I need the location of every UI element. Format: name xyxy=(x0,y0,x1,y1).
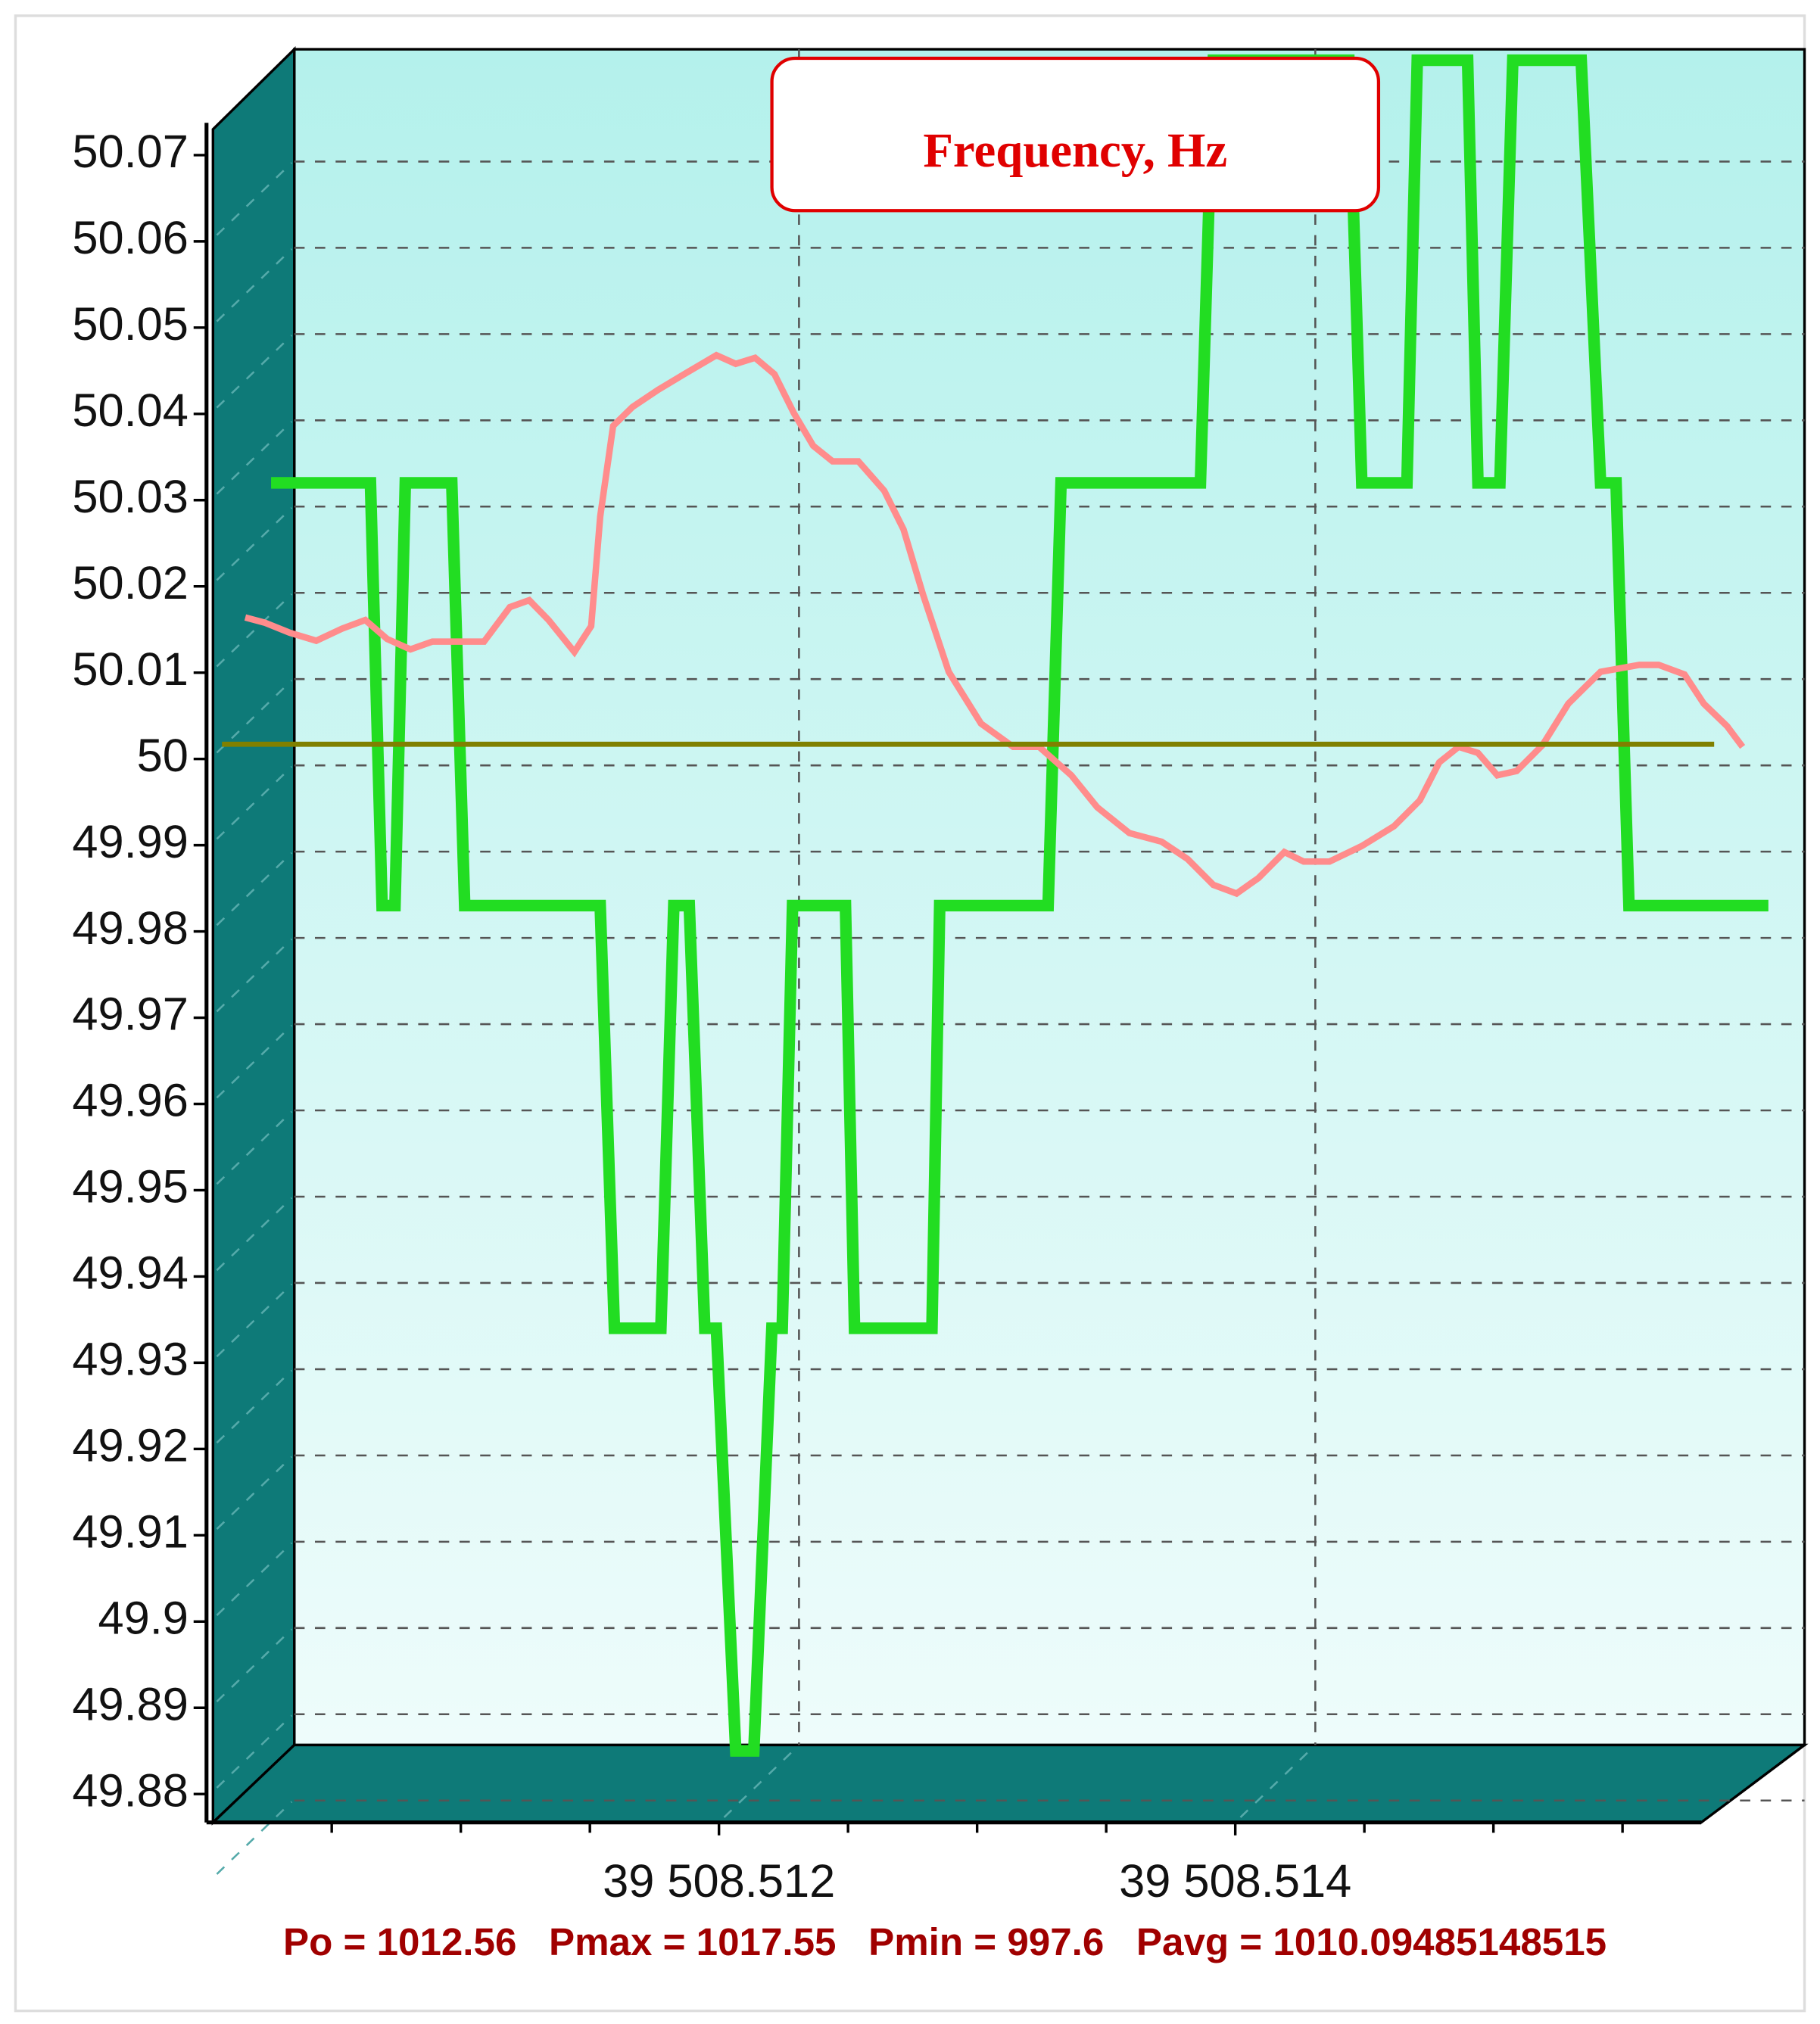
side-wall xyxy=(211,46,296,1826)
series-line xyxy=(244,351,1746,898)
side-grid-line xyxy=(216,162,293,236)
y-tick-label: 50.05 xyxy=(72,298,189,350)
side-grid-line xyxy=(216,1197,293,1272)
y-tick-label: 49.92 xyxy=(72,1420,189,1472)
side-grid-line xyxy=(216,1283,293,1358)
side-grid-line xyxy=(216,938,293,1013)
side-grid-line xyxy=(216,852,293,926)
side-grid-line xyxy=(216,1024,293,1099)
y-tick-label: 49.98 xyxy=(72,902,189,954)
side-grid-line xyxy=(216,1456,293,1530)
title-box xyxy=(770,56,1381,213)
x-tick-label: 39 508.514 xyxy=(1119,1855,1351,1907)
x-tick-label: 39 508.512 xyxy=(603,1855,835,1907)
floor-grid-line xyxy=(723,1746,797,1818)
side-grid-line xyxy=(216,1542,293,1616)
side-grid-line xyxy=(216,679,293,754)
side-grid-line xyxy=(216,1628,293,1702)
floor xyxy=(210,1743,1809,1824)
y-tick-label: 50.04 xyxy=(72,385,189,437)
side-grid-line xyxy=(216,1110,293,1185)
y-tick-label: 49.9 xyxy=(98,1593,188,1645)
footnote: Po = 1012.56 Pmax = 1017.55 Pmin = 997.6… xyxy=(283,1920,1607,1963)
side-grid-line xyxy=(216,421,293,495)
side-grid-line xyxy=(216,507,293,581)
side-grid-line xyxy=(216,1801,293,1875)
y-tick-label: 50.03 xyxy=(72,471,189,523)
chart-title: Frequency, Hz xyxy=(923,123,1227,178)
y-tick-label: 49.97 xyxy=(72,989,189,1041)
y-tick-label: 49.89 xyxy=(72,1678,189,1730)
y-tick-label: 49.93 xyxy=(72,1334,189,1386)
y-tick-label: 49.95 xyxy=(72,1161,189,1213)
side-grid-line xyxy=(216,1714,293,1789)
y-tick-label: 49.88 xyxy=(72,1764,189,1817)
side-grid-line xyxy=(216,1369,293,1444)
y-tick-label: 50.01 xyxy=(72,643,189,696)
side-grid-line xyxy=(216,765,293,840)
side-grid-line xyxy=(216,593,293,668)
y-tick-label: 50.07 xyxy=(72,126,189,178)
series-line xyxy=(271,54,1769,1757)
y-tick-label: 49.94 xyxy=(72,1247,189,1300)
y-tick-label: 49.96 xyxy=(72,1075,189,1127)
side-grid-line xyxy=(216,335,293,409)
side-grid-line xyxy=(216,248,293,322)
y-tick-label: 49.99 xyxy=(72,816,189,868)
y-tick-label: 50.06 xyxy=(72,212,189,264)
y-tick-label: 49.91 xyxy=(72,1506,189,1558)
y-tick-label: 50.02 xyxy=(72,557,189,609)
floor-grid-line xyxy=(1239,1746,1314,1818)
y-tick-label: 50 xyxy=(137,730,189,782)
